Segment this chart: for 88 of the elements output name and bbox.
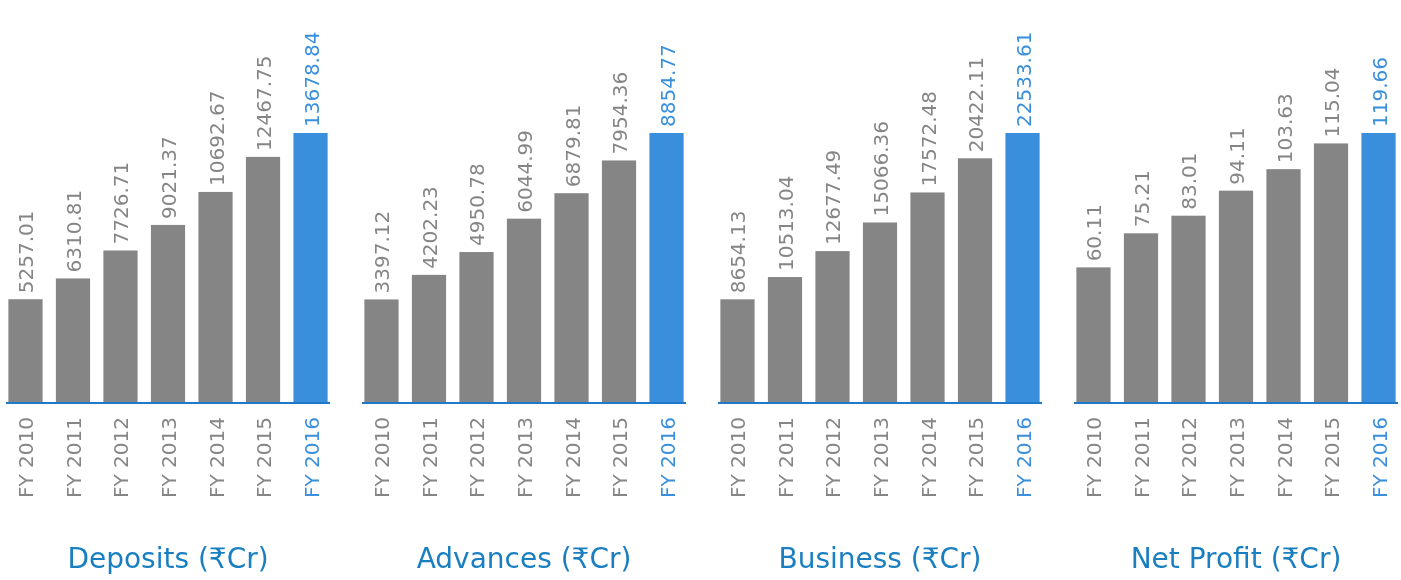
x-tick-label: FY 2010 <box>726 417 751 498</box>
data-label: 20422.11 <box>964 56 989 153</box>
x-tick-label: FY 2011 <box>417 417 442 498</box>
bar <box>1313 143 1349 403</box>
x-tick-label: FY 2013 <box>869 417 893 498</box>
bar <box>364 299 399 403</box>
data-label: 8854.77 <box>655 44 680 127</box>
x-tick-label: FY 2013 <box>1225 417 1249 498</box>
bar <box>1076 267 1111 403</box>
x-axis-title: Net Profit (₹Cr) <box>1130 542 1342 575</box>
bar <box>862 222 898 403</box>
x-tick-label: FY 2010 <box>370 417 395 498</box>
data-label: 115.04 <box>1320 67 1345 138</box>
bar <box>198 191 233 403</box>
data-label: 9021.37 <box>157 136 181 219</box>
bar <box>767 277 803 403</box>
bar <box>601 160 637 403</box>
data-label: 60.11 <box>1082 204 1107 262</box>
x-tick-label: FY 2014 <box>560 417 585 498</box>
x-tick-label: FY 2016 <box>299 417 324 498</box>
x-tick-label: FY 2011 <box>773 417 798 498</box>
bar <box>150 224 186 403</box>
x-axis-title: Business (₹Cr) <box>778 542 982 575</box>
data-label: 4202.23 <box>417 186 442 269</box>
x-tick-label: FY 2013 <box>513 417 537 498</box>
data-label: 8654.13 <box>726 210 751 294</box>
x-tick-label: FY 2012 <box>109 417 134 498</box>
bar <box>554 193 589 403</box>
bar <box>1266 169 1301 403</box>
bar <box>506 218 542 403</box>
data-label: 119.66 <box>1367 57 1392 127</box>
data-label: 7726.71 <box>109 161 134 245</box>
bar <box>957 158 993 403</box>
data-label: 5257.01 <box>14 210 39 294</box>
x-tick-label: FY 2012 <box>1177 417 1202 498</box>
data-label: 13678.84 <box>299 31 324 127</box>
data-label: 12467.75 <box>252 55 277 151</box>
data-label: 3397.12 <box>370 210 395 294</box>
data-label: 15066.36 <box>869 121 893 217</box>
bar <box>720 299 755 403</box>
x-tick-label: FY 2012 <box>465 417 490 498</box>
bar <box>649 133 684 403</box>
data-label: 83.01 <box>1177 152 1202 210</box>
bar <box>245 156 281 403</box>
x-axis-title: Advances (₹Cr) <box>416 542 632 575</box>
bar <box>1171 215 1206 403</box>
data-label: 12677.49 <box>821 149 846 246</box>
bar <box>1218 190 1254 403</box>
data-label: 17572.48 <box>916 91 941 187</box>
data-label: 6879.81 <box>560 104 585 188</box>
bar <box>815 251 850 403</box>
x-tick-label: FY 2012 <box>821 417 846 498</box>
x-tick-label: FY 2014 <box>916 417 941 498</box>
x-axis-title: Deposits (₹Cr) <box>67 542 269 575</box>
x-tick-label: FY 2015 <box>964 417 989 498</box>
bar <box>8 299 43 403</box>
bar <box>411 274 447 403</box>
x-tick-label: FY 2010 <box>1082 417 1107 498</box>
data-label: 6310.81 <box>61 189 86 273</box>
data-label: 7954.36 <box>608 71 633 155</box>
bar <box>1005 133 1040 403</box>
data-label: 94.11 <box>1225 127 1249 185</box>
bar <box>910 192 945 403</box>
bar <box>459 252 494 403</box>
x-tick-label: FY 2015 <box>608 417 633 498</box>
data-label: 4950.78 <box>465 163 490 247</box>
bar <box>1123 233 1159 403</box>
x-tick-label: FY 2016 <box>1367 417 1392 498</box>
x-tick-label: FY 2014 <box>1272 417 1297 498</box>
data-label: 10692.67 <box>204 90 229 186</box>
bar <box>1361 133 1396 403</box>
data-label: 22533.61 <box>1011 31 1036 127</box>
x-tick-label: FY 2015 <box>252 417 277 498</box>
x-tick-label: FY 2010 <box>14 417 39 498</box>
data-label: 75.21 <box>1129 170 1154 228</box>
data-label: 103.63 <box>1272 93 1297 164</box>
data-label: 10513.04 <box>773 175 798 272</box>
x-tick-label: FY 2016 <box>655 417 680 498</box>
x-tick-label: FY 2011 <box>61 417 86 498</box>
bar <box>293 133 328 403</box>
bar <box>55 278 91 403</box>
x-tick-label: FY 2013 <box>157 417 181 498</box>
x-tick-label: FY 2015 <box>1320 417 1345 498</box>
x-tick-label: FY 2014 <box>204 417 229 498</box>
data-label: 6044.99 <box>513 129 537 213</box>
bar <box>103 250 138 403</box>
x-tick-label: FY 2011 <box>1129 417 1154 498</box>
x-tick-label: FY 2016 <box>1011 417 1036 498</box>
